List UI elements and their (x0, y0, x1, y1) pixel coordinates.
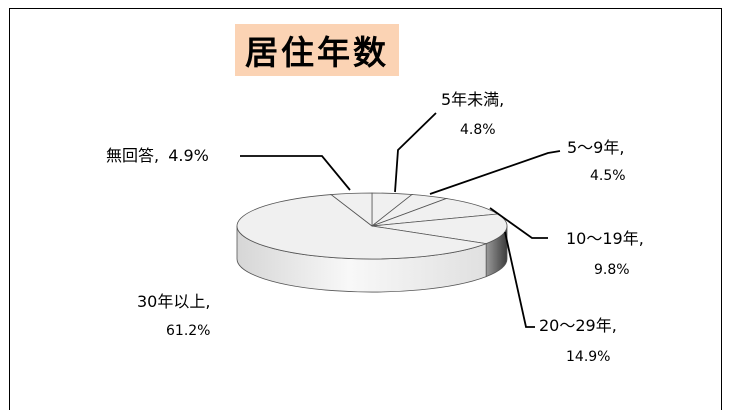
slice-label-4: 30年以上, (137, 292, 210, 311)
leader-line-3 (504, 231, 535, 328)
slice-top-5 (330, 192, 373, 227)
leader-line-1 (429, 150, 561, 195)
slice-percent-0: 4.8% (460, 122, 496, 138)
leader-line-0 (394, 112, 437, 193)
slice-percent-2: 9.8% (594, 262, 630, 278)
slice-label-1: 5～9年, (567, 138, 624, 157)
slice-label-2: 10～19年, (566, 229, 644, 248)
leader-line-4 (240, 155, 351, 191)
slice-label-0: 5年未満, (441, 90, 504, 109)
slice-label-5-pct: 4.9% (168, 146, 209, 165)
slice-percent-1: 4.5% (590, 168, 626, 184)
slice-percent-3: 14.9% (566, 349, 610, 365)
slice-label-3: 20～29年, (539, 316, 617, 335)
slice-label-5: 無回答, 4.9% (106, 146, 209, 165)
slice-percent-4: 61.2% (166, 323, 210, 339)
chart-title: 居住年数 (235, 24, 399, 76)
slice-label-5-name: 無回答, (106, 146, 159, 165)
leader-line-2 (489, 207, 548, 239)
slice-top-4 (236, 194, 488, 260)
